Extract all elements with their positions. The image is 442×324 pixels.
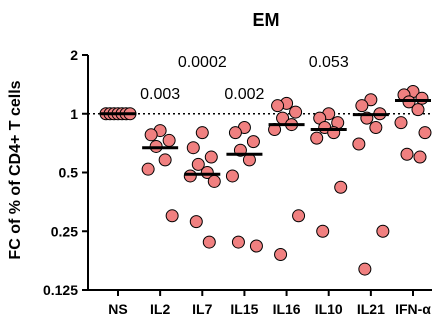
data-point: [186, 141, 200, 155]
x-tick-label: IL2: [150, 301, 170, 317]
y-tick-label: 1: [70, 106, 78, 122]
data-point: [292, 209, 306, 223]
p-value-label: 0.003: [140, 86, 180, 103]
data-point: [228, 126, 242, 140]
data-point: [334, 180, 348, 194]
data-point: [310, 131, 324, 145]
data-point: [376, 224, 390, 238]
data-point: [158, 153, 172, 167]
data-point: [183, 169, 197, 183]
x-tick-label: IL16: [273, 301, 301, 317]
data-point: [162, 133, 176, 147]
data-point: [207, 174, 221, 188]
data-point: [271, 99, 285, 113]
x-tick-label: NS: [108, 301, 127, 317]
y-axis-label: FC of % of CD4+ T cells: [7, 80, 24, 259]
data-point: [225, 169, 239, 183]
data-point: [202, 235, 216, 249]
data-point: [358, 262, 372, 276]
data-points: [99, 85, 432, 276]
data-point: [364, 93, 378, 107]
data-point: [369, 121, 383, 135]
data-point: [289, 105, 303, 119]
data-point: [413, 150, 427, 164]
data-point: [394, 116, 408, 130]
x-ticks: NS IL2 IL7 IL15 IL16 IL10 IL21 IFN-α: [108, 290, 431, 317]
x-tick-label: IL10: [315, 301, 343, 317]
data-point: [195, 126, 209, 140]
data-point: [141, 162, 155, 176]
data-point: [274, 248, 288, 262]
p-value-label: 0.002: [224, 86, 264, 103]
x-tick-label: IL7: [192, 301, 212, 317]
chart-title: EM: [253, 10, 280, 30]
data-point: [418, 126, 432, 140]
data-point: [316, 224, 330, 238]
y-tick-label: 0.125: [43, 282, 78, 298]
y-tick-label: 0.5: [59, 165, 79, 181]
data-point: [204, 150, 218, 164]
data-point: [231, 235, 245, 249]
x-tick-label: IL15: [230, 301, 258, 317]
data-point: [400, 147, 414, 161]
data-point: [411, 103, 425, 117]
data-point: [415, 91, 429, 105]
y-tick-label: 2: [70, 47, 78, 63]
p-value-label: 0.053: [309, 54, 349, 71]
data-point: [355, 99, 369, 113]
y-tick-label: 0.25: [51, 223, 78, 239]
data-point: [246, 135, 260, 149]
data-point: [189, 215, 203, 229]
x-tick-label: IFN-α: [395, 301, 431, 317]
data-point: [191, 157, 205, 171]
p-value-label: 0.0002: [178, 54, 227, 71]
y-ticks: 0.125 0.25 0.5 1 2: [43, 47, 88, 298]
median-lines: [100, 98, 431, 176]
data-point: [144, 128, 158, 142]
p-value-annotations: 0.003 0.0002 0.002 0.053: [140, 54, 349, 103]
x-tick-label: IL21: [357, 301, 385, 317]
data-point: [249, 239, 263, 253]
data-point: [352, 137, 366, 151]
data-point: [165, 209, 179, 223]
